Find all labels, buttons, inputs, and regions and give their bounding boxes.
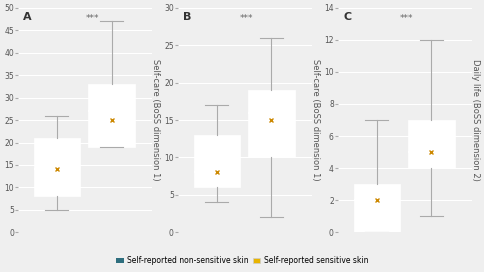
- Text: ***: ***: [86, 14, 99, 23]
- Y-axis label: Self-care (BoSS dimension 1): Self-care (BoSS dimension 1): [311, 59, 320, 181]
- PathPatch shape: [34, 138, 80, 196]
- Text: C: C: [343, 12, 351, 22]
- Text: ***: ***: [400, 14, 414, 23]
- Legend: Self-reported non-sensitive skin, Self-reported sensitive skin: Self-reported non-sensitive skin, Self-r…: [113, 253, 371, 268]
- PathPatch shape: [408, 120, 454, 168]
- PathPatch shape: [248, 90, 295, 157]
- Text: A: A: [23, 12, 32, 22]
- Y-axis label: Daily life (BoSS dimension 2): Daily life (BoSS dimension 2): [471, 59, 480, 181]
- PathPatch shape: [194, 135, 240, 187]
- PathPatch shape: [89, 84, 135, 147]
- Text: B: B: [183, 12, 192, 22]
- Text: ***: ***: [240, 14, 254, 23]
- PathPatch shape: [354, 184, 400, 232]
- Y-axis label: Self-care (BoSS dimension 1): Self-care (BoSS dimension 1): [151, 59, 160, 181]
